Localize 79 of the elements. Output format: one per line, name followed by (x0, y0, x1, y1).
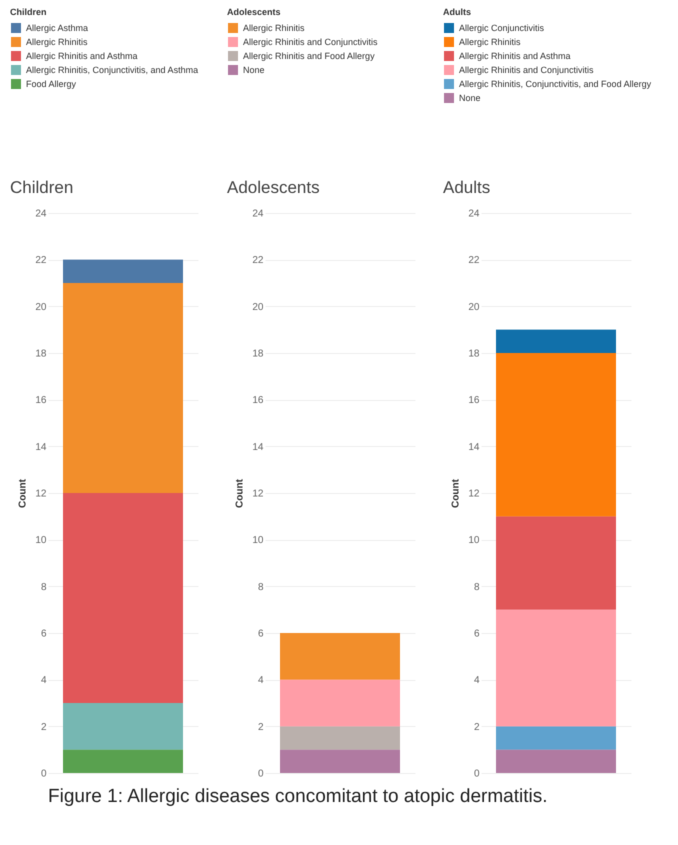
y-tick-label: 14 (252, 442, 264, 453)
legend-label: Allergic Rhinitis and Food Allergy (243, 51, 376, 61)
y-tick-label: 0 (40, 768, 47, 780)
y-tick-label: 10 (252, 535, 264, 546)
y-axis-title: Count (450, 478, 462, 508)
bar (63, 260, 183, 283)
y-tick-label: 16 (35, 395, 47, 406)
bar (63, 283, 183, 493)
legend-label: Allergic Rhinitis, Conjunctivitis, and Food Allergy (459, 79, 652, 89)
legend-title: Adolescents (227, 7, 281, 17)
y-tick-label: 8 (258, 582, 264, 593)
y-tick-label: 2 (258, 722, 264, 733)
y-tick-label: 18 (252, 348, 264, 360)
y-tick-label: 6 (258, 628, 264, 640)
y-tick-label: 14 (468, 442, 480, 453)
y-tick-label: 22 (468, 255, 480, 266)
y-tick-label: 12 (252, 488, 264, 500)
y-tick-label: 6 (40, 628, 47, 640)
y-tick-label: 20 (35, 302, 47, 313)
y-tick-label: 22 (252, 255, 264, 266)
bar (280, 726, 400, 750)
y-tick-label: 16 (252, 395, 264, 406)
y-tick-label: 0 (258, 768, 264, 780)
legend-label: None (243, 65, 265, 75)
legend-label: Allergic Rhinitis (459, 37, 522, 47)
y-tick-label: 4 (474, 675, 480, 686)
y-tick-label: 24 (35, 208, 47, 220)
legend-label: Allergic Rhinitis, Conjunctivitis, and Asthma (26, 65, 198, 75)
y-tick-label: 12 (35, 488, 47, 500)
bar (496, 750, 616, 773)
bar (280, 633, 400, 680)
bar (63, 703, 183, 750)
y-axis-title: Count (234, 478, 246, 508)
caption: Figure 1: Allergic diseases concomitant to atopic dermatitis. (48, 786, 548, 807)
legend-label: None (459, 93, 481, 103)
legend-label: Allergic Rhinitis (243, 23, 306, 33)
bar (63, 493, 183, 703)
y-tick-label: 2 (474, 722, 480, 733)
y-tick-label: 14 (35, 442, 47, 453)
legend-title: Adults (443, 7, 471, 17)
y-tick-label: 22 (35, 255, 47, 266)
chart-title: Children (10, 178, 74, 197)
chart-title: Adults (443, 178, 490, 197)
y-tick-label: 24 (468, 208, 480, 220)
chart-title: Adolescents (227, 178, 320, 197)
bar (63, 750, 183, 773)
y-tick-label: 0 (474, 768, 480, 780)
legend-title: Children (10, 7, 47, 17)
y-tick-label: 8 (40, 582, 47, 593)
bar (496, 330, 616, 353)
legend-label: Allergic Rhinitis and Conjunctivitis (459, 65, 594, 75)
y-tick-label: 16 (468, 395, 480, 406)
bar (280, 750, 400, 773)
y-tick-label: 20 (468, 302, 480, 313)
y-tick-label: 10 (35, 535, 47, 546)
legend-label: Food Allergy (26, 79, 77, 89)
legend-label: Allergic Rhinitis and Asthma (459, 51, 571, 61)
y-tick-label: 12 (468, 488, 480, 500)
y-tick-label: 18 (468, 348, 480, 360)
y-tick-label: 24 (252, 208, 264, 220)
y-axis-title: Count (17, 478, 28, 508)
legend-label: Allergic Rhinitis and Asthma (26, 51, 138, 61)
bar (496, 516, 616, 610)
bar (496, 610, 616, 726)
legend-label: Allergic Rhinitis and Conjunctivitis (243, 37, 378, 47)
y-tick-label: 6 (474, 628, 480, 640)
y-tick-label: 18 (35, 348, 47, 360)
y-tick-label: 4 (40, 675, 47, 686)
bar (496, 353, 616, 516)
y-tick-label: 4 (258, 675, 264, 686)
legend-label: Allergic Conjunctivitis (459, 23, 545, 33)
y-tick-label: 2 (40, 722, 47, 733)
bar (496, 726, 616, 750)
bar (280, 680, 400, 726)
y-tick-label: 10 (468, 535, 480, 546)
y-tick-label: 20 (252, 302, 264, 313)
legend-label: Allergic Asthma (26, 23, 88, 33)
legend-label: Allergic Rhinitis (26, 37, 88, 47)
y-tick-label: 8 (474, 582, 480, 593)
